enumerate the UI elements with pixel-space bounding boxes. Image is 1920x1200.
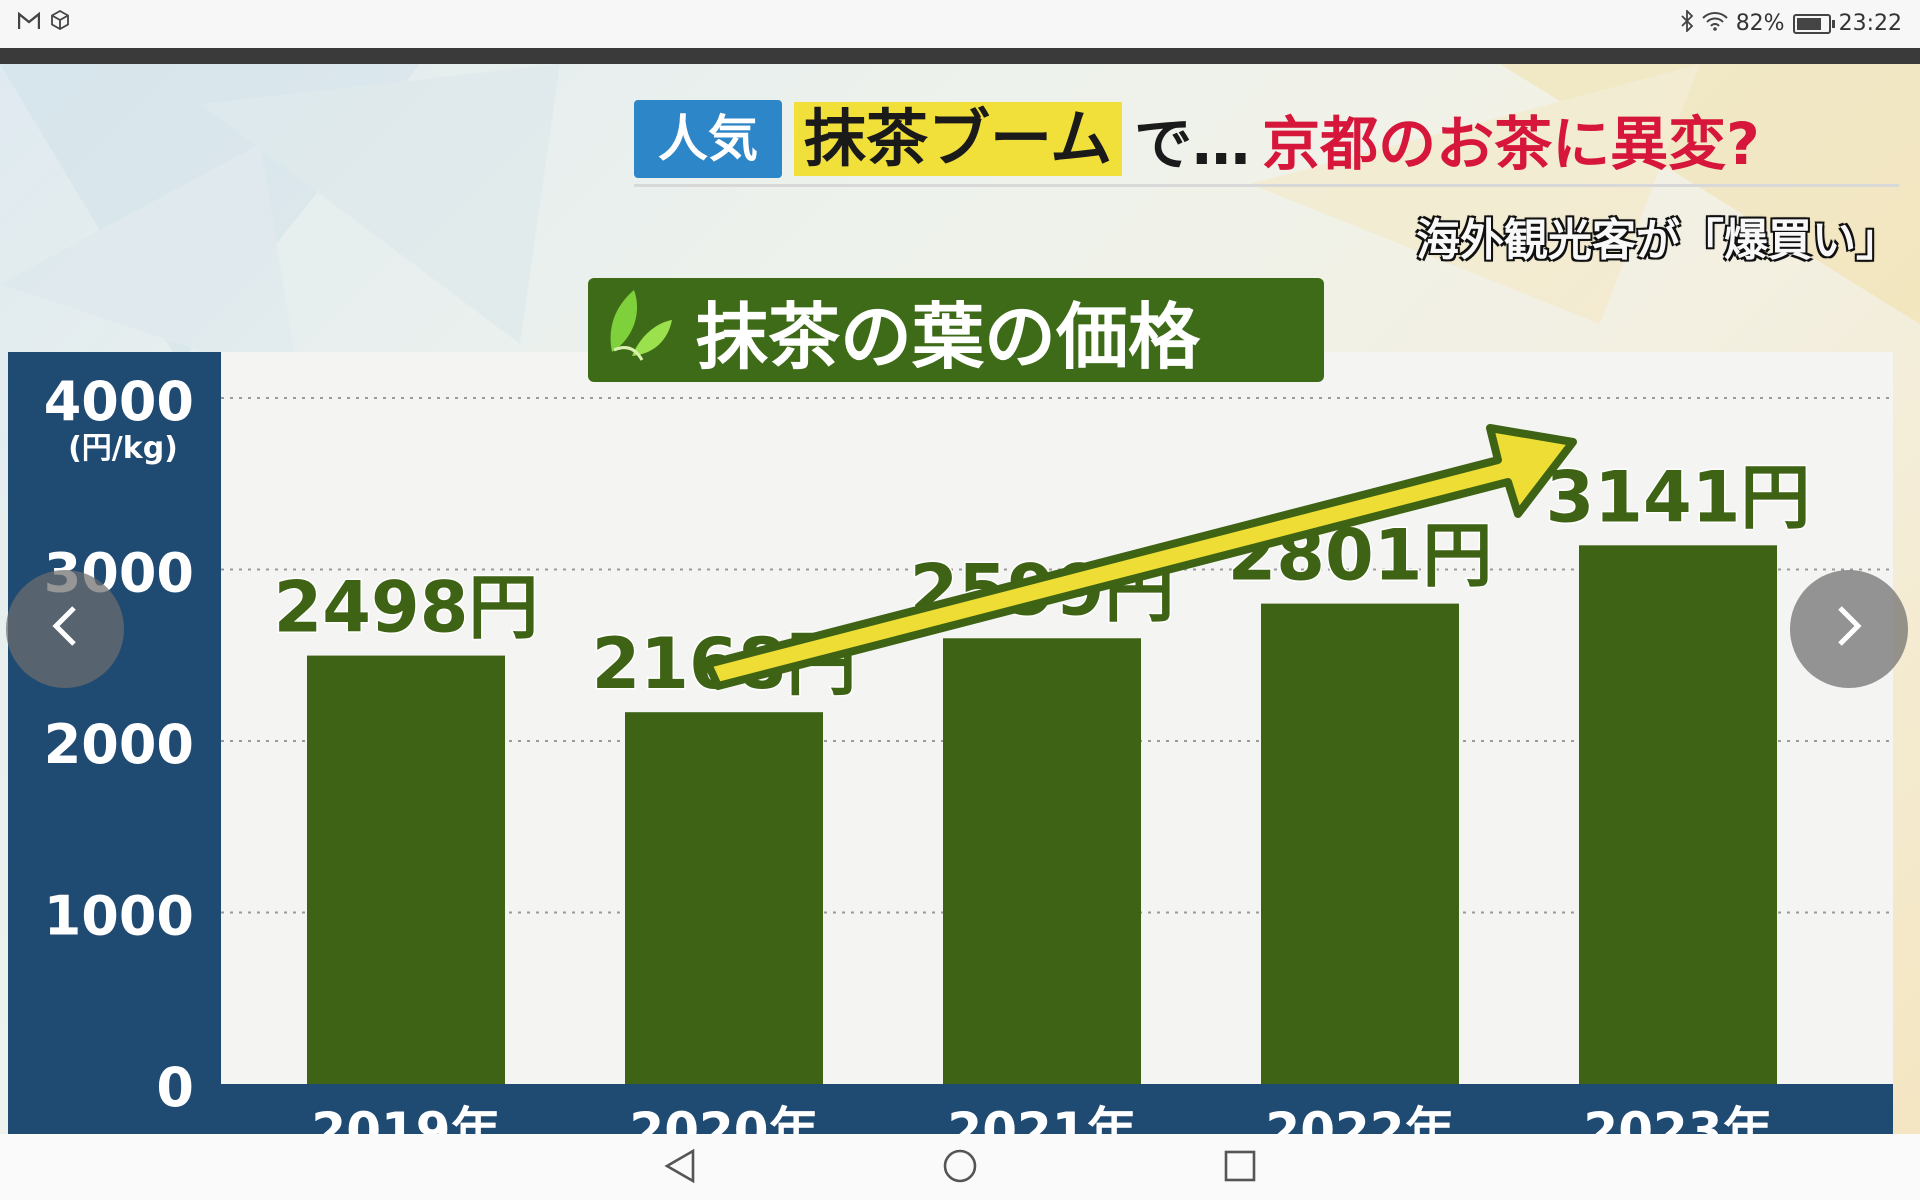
recents-icon [1223, 1149, 1257, 1187]
y-tick-label: 1000 [44, 885, 194, 948]
status-bar-left [17, 9, 70, 35]
upward-trend-arrow [704, 424, 1577, 690]
y-axis-panel [8, 352, 221, 1134]
battery-icon [1792, 13, 1835, 34]
bar [307, 655, 505, 1084]
recents-button[interactable] [1218, 1146, 1262, 1190]
bar-chart: 01000200030004000(円/kg)2498円2019年2168円20… [8, 352, 1903, 1134]
x-tick-label: 2022年 [1265, 1102, 1454, 1134]
chart-title: 抹茶の葉の価格 [696, 294, 1201, 379]
image-viewer[interactable]: 人気 抹茶ブーム で… 京都のお茶に異変? 海外観光客が「爆買い」 0 1000 2… [0, 64, 1920, 1134]
bar [943, 638, 1141, 1084]
y-tick-label: 4000 [44, 370, 194, 433]
chart-canvas: 01000200030004000(円/kg)2498円2019年2168円20… [8, 352, 1893, 1134]
x-tick-label: 2019年 [311, 1102, 500, 1134]
clock: 23:22 [1838, 11, 1902, 36]
back-button[interactable] [658, 1146, 702, 1190]
home-icon [942, 1148, 978, 1188]
background-pattern [0, 64, 1920, 384]
bar-value-label: 2498円 [274, 567, 539, 649]
tea-leaf-icon [602, 282, 676, 379]
y-tick-label: 0 [156, 1056, 194, 1119]
bar-value-label: 3141円 [1546, 456, 1811, 538]
headline-highlight: 抹茶ブーム [794, 102, 1123, 176]
headline-subline: 海外観光客が「爆買い」 [1416, 215, 1900, 266]
viewer-top-band [0, 48, 1920, 64]
wifi-icon [1701, 11, 1728, 36]
bar [1261, 603, 1459, 1084]
previous-image-button[interactable] [6, 570, 124, 688]
headline: 人気 抹茶ブーム で… 京都のお茶に異変? [634, 98, 1760, 180]
status-bar-right: 82% 23:22 [1680, 8, 1902, 37]
back-icon [663, 1148, 697, 1188]
chart-title-box: 抹茶の葉の価格 [588, 278, 1324, 382]
navigation-bar [0, 1134, 1920, 1200]
y-axis-unit: (円/kg) [68, 431, 178, 466]
y-tick-label: 2000 [44, 713, 194, 776]
x-axis-band [221, 1084, 1893, 1134]
x-tick-label: 2021年 [947, 1102, 1136, 1134]
home-button[interactable] [938, 1146, 982, 1190]
bar [625, 712, 823, 1084]
headline-question: 京都のお茶に異変? [1262, 110, 1760, 178]
chevron-right-icon [1832, 597, 1866, 662]
battery-level [1796, 17, 1822, 30]
bar [1579, 545, 1777, 1084]
headline-connector: で… [1134, 110, 1251, 178]
x-tick-label: 2020年 [629, 1102, 818, 1134]
headline-badge: 人気 [634, 100, 782, 178]
status-bar: 82% 23:22 [0, 0, 1920, 48]
chevron-left-icon [48, 597, 82, 662]
package-icon [50, 9, 70, 35]
next-image-button[interactable] [1790, 570, 1908, 688]
gmail-icon [17, 11, 41, 35]
battery-percent: 82% [1735, 11, 1785, 36]
headline-divider [634, 184, 1899, 187]
x-tick-label: 2023年 [1583, 1102, 1772, 1134]
bluetooth-icon [1680, 8, 1694, 37]
